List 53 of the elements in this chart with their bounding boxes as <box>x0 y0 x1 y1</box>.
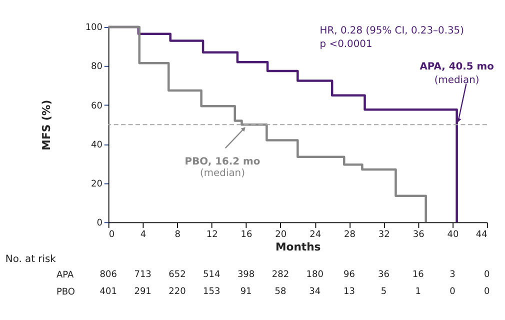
y-tick-label: APA <box>56 270 74 280</box>
x-tick-label: 4 <box>140 230 146 240</box>
data-label: 0 <box>484 287 490 298</box>
x-tick-label: 44 <box>476 230 488 240</box>
data-label: 282 <box>272 270 290 280</box>
annotation: (median) <box>200 168 246 180</box>
data-label: 220 <box>168 287 186 298</box>
x-tick-label: 0 <box>108 230 115 240</box>
annotation: PBO, 16.2 mo <box>184 156 260 168</box>
data-label: 13 <box>344 287 356 298</box>
y-tick-label: 100 <box>85 23 103 34</box>
y-tick-label: 20 <box>91 179 103 190</box>
y-tick-label: 0 <box>96 218 103 228</box>
y-axis-title: MFS (%) <box>40 100 54 150</box>
x-tick-label: 28 <box>344 230 356 240</box>
data-label: 514 <box>203 270 221 280</box>
data-label: 16 <box>412 270 424 280</box>
annotation: APA, 40.5 mo <box>420 62 494 73</box>
annotation: (median) <box>434 75 480 86</box>
x-tick-label: 36 <box>412 230 425 240</box>
data-label: 91 <box>240 287 252 298</box>
annotation: HR, 0.28 (95% CI, 0.23–0.35) <box>320 25 464 36</box>
x-tick-label: 8 <box>174 230 181 240</box>
data-label: 0 <box>450 287 456 298</box>
y-tick-label: 80 <box>91 62 103 72</box>
data-label: 0 <box>484 270 490 280</box>
data-label: 96 <box>344 270 356 280</box>
x-axis-title: Months <box>275 240 321 254</box>
x-tick-label: 24 <box>310 230 322 240</box>
data-label: 34 <box>309 287 321 298</box>
chart-title: No. at risk <box>5 254 56 265</box>
data-label: 58 <box>274 287 286 298</box>
x-tick-label: 40 <box>447 230 459 240</box>
data-label: 3 <box>450 270 456 280</box>
data-label: 291 <box>134 287 152 298</box>
x-tick-label: 16 <box>240 230 252 240</box>
y-tick-label: 60 <box>91 101 103 112</box>
y-tick-label: 40 <box>91 140 103 150</box>
y-tick-label: PBO <box>56 287 76 298</box>
data-label: 36 <box>378 270 390 280</box>
data-label: 401 <box>100 287 118 298</box>
data-label: 806 <box>100 270 118 280</box>
data-label: 713 <box>134 270 152 280</box>
x-tick-label: 32 <box>378 230 390 240</box>
data-label: 1 <box>415 287 421 298</box>
data-label: 153 <box>203 287 221 298</box>
data-label: 398 <box>237 270 255 280</box>
data-label: 180 <box>306 270 324 280</box>
data-label: 5 <box>380 287 387 298</box>
annotation: p <0.0001 <box>320 38 372 50</box>
x-tick-label: 20 <box>275 230 287 240</box>
data-label: 652 <box>168 270 186 280</box>
x-tick-label: 12 <box>206 230 218 240</box>
